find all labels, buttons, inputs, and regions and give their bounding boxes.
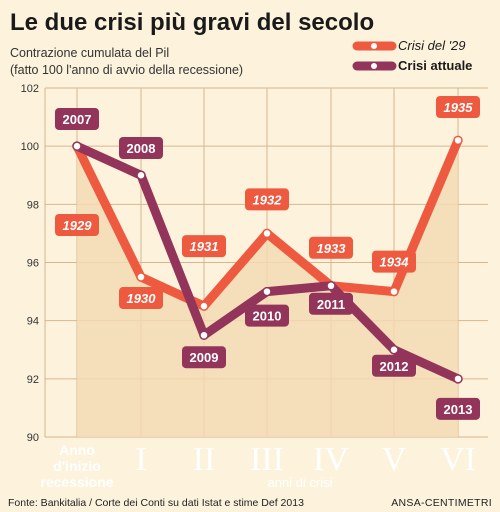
crisi29-year-label-box xyxy=(372,250,416,273)
crisi29-point xyxy=(136,272,146,282)
crisi29-point xyxy=(199,301,209,311)
source-note: Fonte: Bankitalia / Corte dei Conti su d… xyxy=(8,497,304,509)
crisi-attuale-point xyxy=(262,286,272,297)
crisi29-year-label-box xyxy=(182,235,226,258)
x-category-label: IV xyxy=(313,441,349,478)
y-tick-label: 92 xyxy=(27,374,39,386)
crisi-attuale-year-label-box xyxy=(119,137,163,159)
x-category-label: II xyxy=(193,441,216,478)
crisi29-point xyxy=(389,286,399,297)
y-tick-label: 90 xyxy=(27,432,39,444)
crisi-attuale-point xyxy=(136,170,146,180)
crisi-attuale-year-label: 2008 xyxy=(127,141,156,156)
crisi29-year-label: 1935 xyxy=(444,100,474,115)
x-category-label: V xyxy=(382,441,407,478)
crisi29-year-label: 1929 xyxy=(63,218,93,233)
crisi-attuale-year-label: 2013 xyxy=(444,402,473,417)
crisi-attuale-point xyxy=(389,345,399,355)
crisi29-year-label-box xyxy=(55,214,99,236)
crisi29-year-label: 1931 xyxy=(190,239,219,254)
y-tick-label: 96 xyxy=(27,258,39,270)
legend-swatch-dot xyxy=(371,43,377,49)
x-category-label: III xyxy=(250,441,284,478)
crisi-attuale-year-label-box xyxy=(436,397,480,420)
crisi-attuale-year-label-box xyxy=(372,354,416,377)
crisi-attuale-year-label-box xyxy=(55,108,99,130)
x-category-label: I xyxy=(135,441,146,478)
chart-subtitle-line2: (fatto 100 l'anno di avvio della recessi… xyxy=(10,63,243,77)
crisi-attuale-point xyxy=(199,330,209,340)
x-category-start-label: d'inizio xyxy=(53,458,101,474)
crisi29-year-label: 1933 xyxy=(317,241,347,256)
legend: Crisi del '29 Crisi attuale xyxy=(352,38,472,73)
crisi-attuale-point xyxy=(72,141,82,151)
credit-note: ANSA-CENTIMETRI xyxy=(391,497,492,509)
crisi29-year-label-box xyxy=(309,236,353,259)
legend-swatch-dot xyxy=(371,63,377,69)
x-category-label: VI xyxy=(440,441,476,478)
crisi-attuale-year-label-box xyxy=(182,346,226,369)
y-tick-label: 94 xyxy=(27,316,39,328)
crisi29-point xyxy=(262,228,272,239)
x-category-start-label: Anno xyxy=(59,442,95,458)
y-tick-label: 100 xyxy=(21,141,39,153)
x-axis-label: anni di crisi xyxy=(267,475,332,490)
chart-title: Le due crisi più gravi del secolo xyxy=(10,9,374,36)
y-tick-label: 102 xyxy=(21,83,39,95)
crisi-attuale-point xyxy=(326,281,336,291)
crisi29-year-label: 1934 xyxy=(380,255,410,270)
crisi29-year-label: 1930 xyxy=(127,291,157,306)
crisi-attuale-year-label-box xyxy=(245,304,289,327)
legend-label: Crisi del '29 xyxy=(398,38,466,53)
crisi-attuale-year-label: 2009 xyxy=(190,350,219,365)
crisi29-year-label-box xyxy=(119,287,163,310)
crisi-attuale-year-label: 2010 xyxy=(253,309,282,324)
crisi29-year-label: 1932 xyxy=(253,192,283,207)
x-category-start-label: recessione xyxy=(40,474,113,490)
y-tick-label: 98 xyxy=(27,199,39,211)
crisi-attuale-year-label: 2007 xyxy=(63,112,92,127)
crisi-attuale-year-label-box xyxy=(309,292,353,315)
crisi-attuale-year-label: 2011 xyxy=(317,297,345,312)
crisi-attuale-point xyxy=(453,374,463,384)
legend-label: Crisi attuale xyxy=(398,58,472,73)
crisi29-point xyxy=(453,135,463,146)
crisi29-year-label-box xyxy=(245,188,289,211)
crisi-attuale-year-label: 2012 xyxy=(380,359,409,374)
crisi29-year-label-box xyxy=(436,96,480,118)
chart-subtitle-line1: Contrazione cumulata del Pil xyxy=(10,46,169,60)
